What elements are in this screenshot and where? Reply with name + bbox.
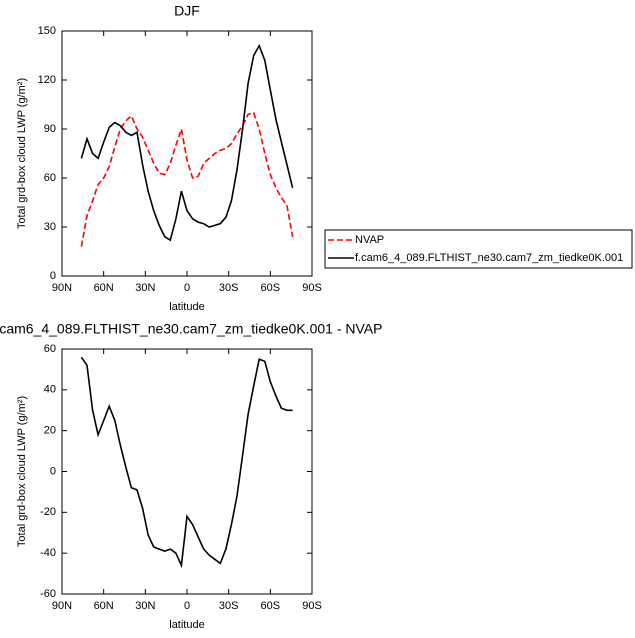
data-line (80, 43, 294, 242)
y-tick-label: 60 (44, 172, 56, 184)
y-tick-label: 40 (44, 384, 56, 396)
y-tick-label: -40 (40, 547, 56, 559)
legend-label: NVAP (355, 234, 384, 246)
y-tick-label: 60 (44, 343, 56, 355)
y-tick-label: 20 (44, 425, 56, 437)
x-tick-label: 60N (94, 282, 114, 294)
plot-frame (61, 348, 313, 595)
y-tick-label: 150 (38, 25, 56, 37)
data-line (80, 111, 294, 247)
y-tick-label: 0 (50, 465, 56, 477)
y-axis-label: Total grd-box cloud LWP (g/m²) (16, 78, 28, 229)
y-tick-label: -20 (40, 506, 56, 518)
x-tick-label: 30S (219, 600, 239, 612)
x-tick-label: 0 (184, 282, 190, 294)
y-tick-label: -60 (40, 588, 56, 600)
chart-title: f.cam6_4_089.FLTHIST_ne30.cam7_zm_tiedke… (0, 321, 382, 337)
x-axis-label: latitude (169, 301, 204, 313)
legend-box (324, 229, 633, 269)
x-tick-label: 30S (219, 282, 239, 294)
legend-label: f.cam6_4_089.FLTHIST_ne30.cam7_zm_tiedke… (355, 252, 623, 264)
x-tick-label: 30N (135, 600, 155, 612)
y-tick-label: 30 (44, 221, 56, 233)
data-line (80, 356, 293, 569)
x-tick-label: 60S (261, 600, 281, 612)
x-tick-label: 90S (302, 600, 322, 612)
chart-title: DJF (174, 3, 200, 19)
x-axis-label: latitude (169, 619, 204, 631)
y-tick-label: 90 (44, 123, 56, 135)
x-tick-label: 90N (52, 600, 72, 612)
plot-frame (61, 30, 313, 277)
x-tick-label: 0 (184, 600, 190, 612)
x-tick-label: 90N (52, 282, 72, 294)
y-tick-label: 0 (50, 270, 56, 282)
x-tick-label: 60N (94, 600, 114, 612)
x-tick-label: 90S (302, 282, 322, 294)
x-tick-label: 30N (135, 282, 155, 294)
y-axis-label: Total grd-box cloud LWP (g/m²) (16, 396, 28, 547)
y-tick-label: 120 (38, 74, 56, 86)
x-tick-label: 60S (261, 282, 281, 294)
